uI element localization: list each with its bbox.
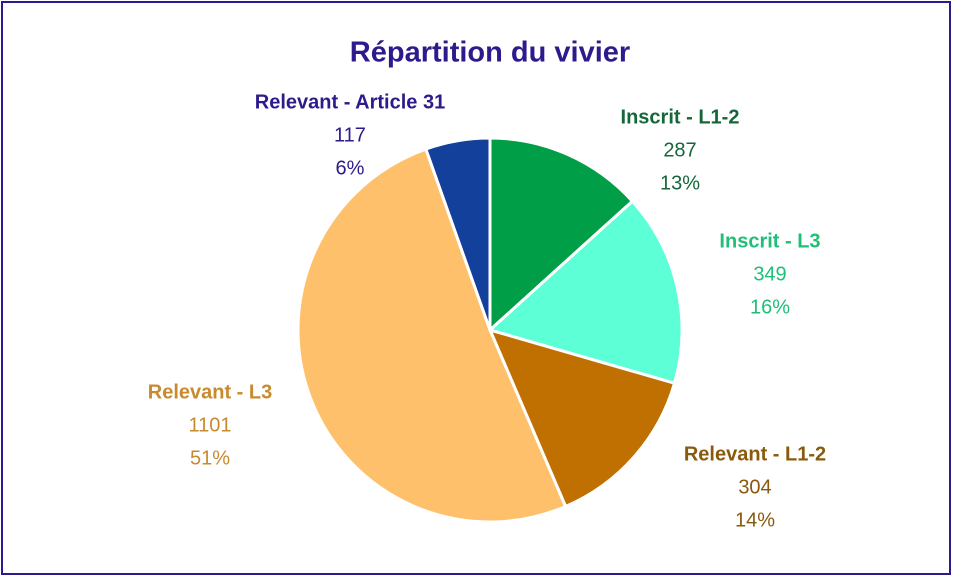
slice-label-value: 304 bbox=[738, 476, 771, 498]
slice-label-percent: 6% bbox=[336, 157, 365, 179]
slice-label-value: 287 bbox=[663, 139, 696, 161]
pie-slice bbox=[486, 199, 684, 386]
slice-label-name: Inscrit - L1-2 bbox=[621, 106, 740, 128]
pie-slice bbox=[423, 136, 492, 331]
slice-label-value: 1101 bbox=[188, 414, 231, 436]
slice-label-name: Relevant - L3 bbox=[148, 381, 272, 403]
chart-title: Répartition du vivier bbox=[350, 37, 630, 69]
slice-label-percent: 51% bbox=[190, 447, 230, 469]
pie-slice bbox=[487, 327, 677, 509]
slice-label-value: 349 bbox=[753, 263, 786, 285]
slice-label-percent: 16% bbox=[750, 296, 790, 318]
slice-label-name: Relevant - Article 31 bbox=[255, 91, 445, 113]
pie-slice bbox=[488, 136, 635, 334]
slice-label-name: Inscrit - L3 bbox=[719, 230, 820, 252]
slice-label-value: 117 bbox=[334, 124, 366, 146]
slice-label-percent: 14% bbox=[735, 509, 775, 531]
slice-label-name: Relevant - L1-2 bbox=[684, 443, 826, 465]
pie-slice bbox=[296, 147, 568, 524]
slice-label-percent: 13% bbox=[660, 172, 700, 194]
